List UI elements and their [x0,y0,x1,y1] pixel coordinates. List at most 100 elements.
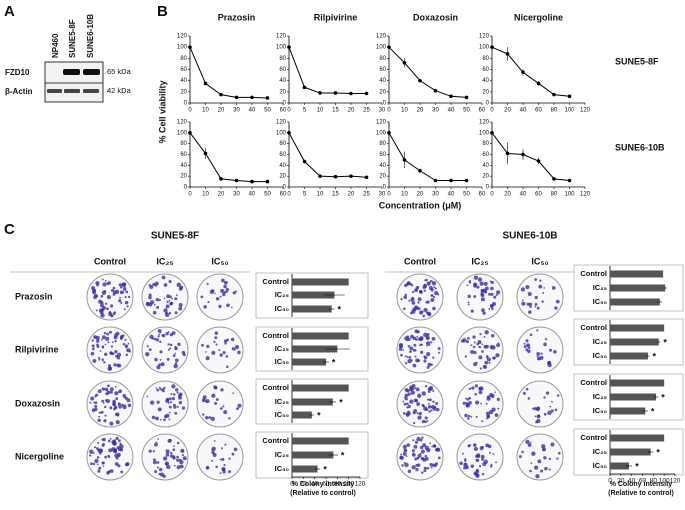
colony [409,350,412,354]
colony [215,343,218,346]
colony [234,344,240,350]
bar [292,451,334,459]
colony [117,439,121,443]
colony [177,342,181,346]
colony [427,282,431,286]
colony [402,451,407,456]
colony [494,413,499,418]
colony [211,450,215,455]
colony [410,297,415,302]
colony [425,278,428,282]
colony [124,296,127,299]
colony [490,286,494,291]
colony [486,415,490,419]
y-tick-label: 60 [379,67,386,73]
data-point [188,131,192,135]
colony [118,445,121,448]
x-tick-label: 5 [303,192,307,198]
colony [521,299,524,302]
colony [219,353,223,357]
x-tick-label: 40 [249,108,256,114]
colony [416,335,419,338]
colony [473,341,476,344]
plot-frame [573,373,684,421]
colony [168,411,171,414]
colony [176,458,180,462]
y-tick-label: 100 [479,130,490,136]
x-axis-label: % Colony intensity [610,481,673,488]
colony [172,448,176,452]
colony [104,279,107,282]
significance-mark: * [663,337,667,347]
band [64,89,80,93]
colony [91,339,94,342]
colony [226,338,229,342]
colony [174,352,176,355]
colony [407,392,411,396]
colony [486,395,491,399]
colony [414,338,418,341]
colony [106,294,111,300]
y-tick-label: 0 [184,185,188,191]
colony [423,466,427,470]
size-label: 42 kDa [107,86,132,95]
colony [173,464,176,467]
colony [178,400,183,405]
colony [459,461,463,466]
colony [525,339,529,343]
lane-label: SUNE5-8F [68,19,77,58]
colony [146,345,149,348]
data-point [302,85,307,90]
colony [157,438,160,440]
data-point [333,174,338,179]
x-tick-label: 20 [300,481,308,488]
category-label: IC₂₅ [275,450,290,459]
colony [230,337,235,342]
plot-frame [255,272,369,319]
colony [226,365,229,369]
colony [491,307,494,310]
colony [146,395,149,398]
colony [421,310,424,313]
colony [427,337,430,340]
colony [486,357,491,362]
colony [115,397,119,401]
colony [118,299,122,303]
colony [426,352,431,357]
colony [162,390,165,393]
colony [231,452,235,456]
x-tick-label: 0 [188,108,192,114]
colony [415,399,419,403]
colony [155,416,159,421]
colony [117,464,121,468]
colony [156,365,161,370]
colony [488,308,491,310]
colony [168,397,172,401]
colony [464,355,468,358]
colony [423,406,428,411]
data-point [318,174,322,178]
colony [215,465,218,469]
colony [431,445,434,448]
colony [223,280,228,285]
colony [480,402,482,405]
colony [417,453,422,458]
colony [155,281,159,286]
colony [211,350,216,355]
lane-label: SUNE6-10B [86,14,95,58]
data-point [265,96,270,100]
colony [402,444,407,449]
colony [419,336,424,341]
colony [115,354,118,358]
colony [417,393,422,398]
data-line [189,132,268,183]
colony [540,469,544,473]
colony [97,356,100,359]
colony [101,359,104,362]
category-label: IC₅₀ [593,351,607,360]
colony [180,448,185,453]
colony [539,279,542,282]
y-tick-label: 20 [482,89,489,95]
colony [106,307,109,311]
